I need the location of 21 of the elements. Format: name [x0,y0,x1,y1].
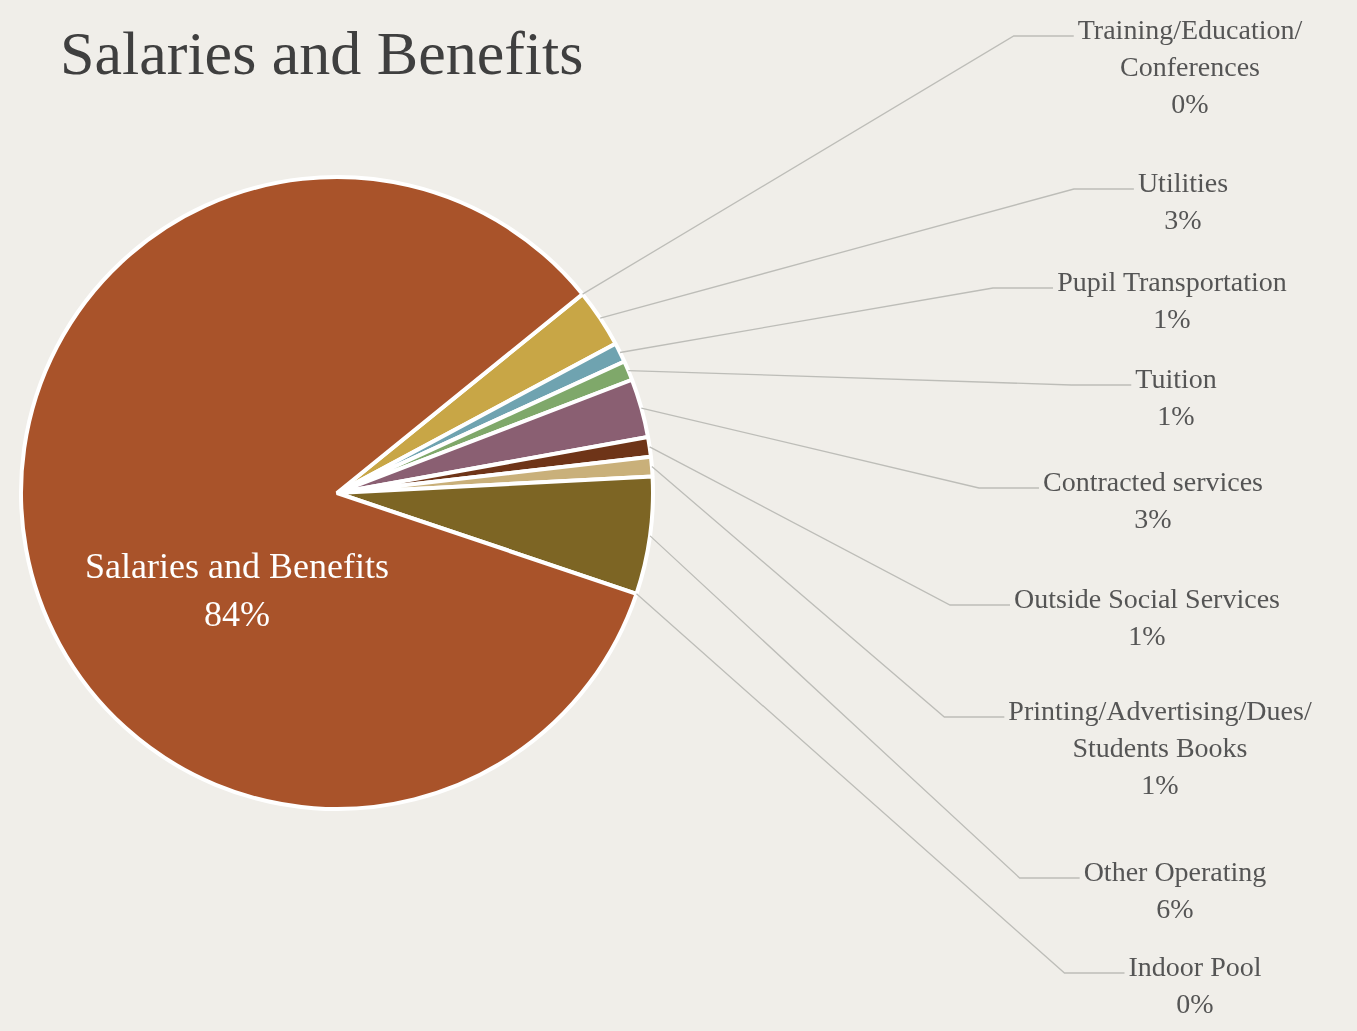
data-label: 6% [1156,893,1194,925]
slice-label: Other Operating [1083,856,1267,888]
slice-label: Tuition [1135,363,1217,395]
category-label: Training/Education/Conferences [1077,14,1303,83]
category-label: Indoor Pool [1128,951,1262,983]
slice-label: Printing/Advertising/Dues/Students Books [1008,695,1312,764]
text: 0% [1176,988,1214,1020]
slice-label: Utilities [1137,167,1229,199]
slice-label: Pupil Transportation [1057,266,1287,298]
data-label: 3% [1134,503,1172,535]
data-label: 1% [1128,620,1166,652]
data-label: 3% [1164,204,1202,236]
data-label: 84% [204,594,270,635]
slice-label: Contracted services [1042,466,1264,498]
chart-title: Salaries and Benefits [60,18,584,89]
data-label: 1% [1153,303,1191,335]
data-label: 1% [1157,400,1195,432]
slice-label: Salaries and Benefits [85,546,389,587]
data-label: 1% [1141,769,1179,801]
text: 0% [1171,88,1209,120]
slice-label: Outside Social Services [1014,583,1280,615]
